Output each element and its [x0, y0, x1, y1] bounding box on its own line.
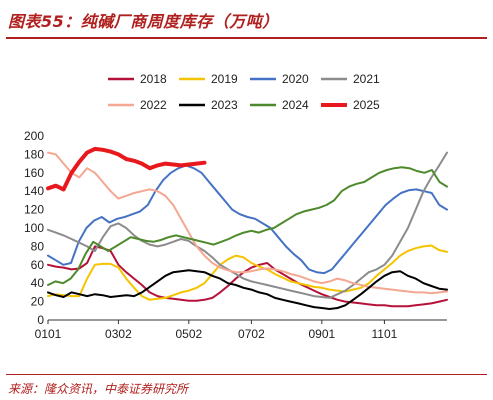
legend-label-2021: 2021: [353, 72, 380, 86]
legend-label-2023: 2023: [211, 98, 238, 112]
y-tick-label: 200: [24, 129, 44, 143]
series-group: [46, 146, 448, 310]
series-line-2020: [47, 164, 448, 275]
legend-label-2025: 2025: [353, 98, 380, 112]
series-line-2024: [47, 166, 448, 286]
source-note: 来源：隆众资讯，中泰证券研究所: [8, 382, 189, 396]
y-tick-label: 40: [31, 276, 45, 290]
x-tick-label: 0901: [308, 327, 335, 341]
x-tick-label: 0702: [238, 327, 265, 341]
legend-label-2020: 2020: [282, 72, 309, 86]
y-tick-label: 0: [37, 313, 44, 327]
legend-label-2018: 2018: [140, 72, 167, 86]
title-divider: [6, 37, 487, 39]
axes: 0 20 40 60 80 100 120 140 160 180 200 0101 0302 0502 0…: [24, 129, 447, 341]
series-line-2025: [46, 146, 207, 192]
y-tick-label: 100: [24, 221, 44, 235]
y-tick-label: 160: [24, 166, 44, 180]
legend-label-2022: 2022: [140, 98, 167, 112]
series-line-2022: [47, 151, 448, 295]
legend-label-2024: 2024: [282, 98, 309, 112]
series-line-2019: [47, 244, 448, 301]
x-tick-label: 1101: [372, 327, 398, 341]
series-line-2021: [47, 151, 448, 299]
x-tick-label: 0101: [35, 327, 62, 341]
legend: 2018 2019 2020 2021 2022 2023 2024 2025: [108, 72, 380, 112]
y-tick-label: 80: [31, 239, 45, 253]
source-divider: [6, 374, 487, 375]
x-tick-label: 0502: [175, 327, 202, 341]
series-line-2018: [47, 245, 448, 308]
y-tick-label: 140: [24, 184, 44, 198]
y-tick-label: 180: [24, 147, 44, 161]
y-tick-label: 60: [31, 258, 45, 272]
y-tick-label: 20: [31, 295, 45, 309]
y-tick-label: 120: [24, 203, 44, 217]
legend-label-2019: 2019: [211, 72, 238, 86]
series-line-2023: [47, 269, 448, 310]
chart-title: 图表55：纯碱厂商周度库存（万吨）: [8, 12, 279, 31]
x-tick-label: 0302: [105, 327, 132, 341]
